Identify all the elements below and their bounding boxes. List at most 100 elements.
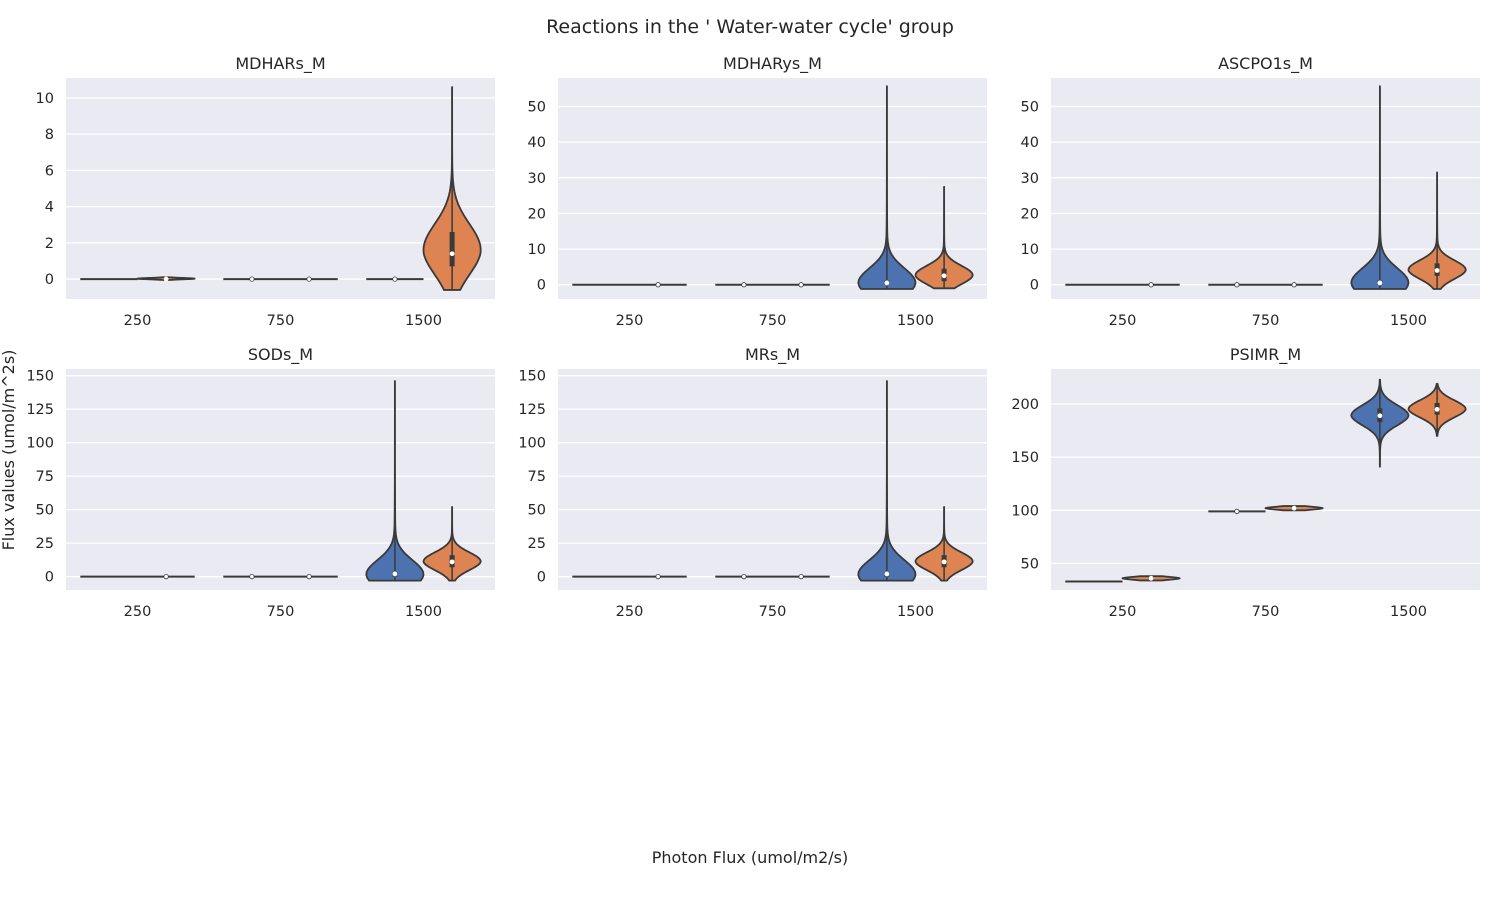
subplot-title: MDHARs_M xyxy=(235,54,325,74)
subplot-title: MRs_M xyxy=(745,345,800,365)
x-tick-label: 750 xyxy=(759,604,787,620)
y-tick-label: 6 xyxy=(45,163,54,179)
figure-title: Reactions in the ' Water-water cycle' gr… xyxy=(546,16,954,38)
plot-area xyxy=(66,369,495,590)
y-tick-label: 200 xyxy=(1011,397,1039,413)
median-point xyxy=(163,276,169,282)
median-point xyxy=(249,276,255,282)
x-tick-label: 250 xyxy=(124,313,152,329)
y-tick-label: 100 xyxy=(1011,503,1039,519)
plot-area xyxy=(558,369,987,590)
x-tick-label: 750 xyxy=(267,604,295,620)
plot-area xyxy=(558,78,987,299)
y-tick-label: 0 xyxy=(45,272,54,288)
x-tick-label: 250 xyxy=(1109,604,1137,620)
y-tick-label: 30 xyxy=(1021,171,1039,187)
median-point xyxy=(1377,280,1383,286)
x-tick-label: 1500 xyxy=(405,313,442,329)
y-tick-label: 75 xyxy=(36,469,54,485)
median-point xyxy=(1148,575,1154,581)
median-point xyxy=(392,276,398,282)
median-point xyxy=(1434,406,1440,412)
x-tick-label: 750 xyxy=(1252,604,1280,620)
median-point xyxy=(941,273,947,279)
x-tick-label: 1500 xyxy=(897,313,934,329)
median-point xyxy=(798,282,804,288)
y-tick-label: 125 xyxy=(518,402,546,418)
y-tick-label: 150 xyxy=(518,369,546,385)
y-tick-label: 40 xyxy=(528,135,546,151)
x-tick-label: 1500 xyxy=(1390,313,1427,329)
y-tick-label: 25 xyxy=(528,536,546,552)
y-tick-label: 8 xyxy=(45,127,54,143)
y-tick-label: 0 xyxy=(537,570,546,586)
x-tick-label: 250 xyxy=(124,604,152,620)
y-tick-label: 125 xyxy=(26,402,54,418)
median-point xyxy=(798,574,804,580)
median-point xyxy=(941,559,947,565)
y-tick-label: 0 xyxy=(1030,278,1039,294)
median-point xyxy=(392,571,398,577)
median-point xyxy=(1291,282,1297,288)
subplot: 0 10 20 30 40 50 250 750 1500 ASCPO1s_M xyxy=(1021,54,1480,329)
subplot: 0 2 4 6 8 10 250 750 1500 MDHARs_M xyxy=(36,54,495,329)
y-tick-label: 10 xyxy=(1021,242,1039,258)
median-point xyxy=(163,574,169,580)
subplot-title: PSIMR_M xyxy=(1230,345,1301,365)
plot-area xyxy=(66,78,495,299)
median-point xyxy=(655,282,661,288)
y-tick-label: 10 xyxy=(528,242,546,258)
median-point xyxy=(449,559,455,565)
plot-area xyxy=(1051,78,1480,299)
subplot: 50 100 150 200 250 750 1500 PSIMR_M xyxy=(1011,345,1480,620)
y-tick-label: 100 xyxy=(26,436,54,452)
median-point xyxy=(1234,282,1240,288)
subplot: 0 25 50 75 100 125 150 250 750 1500 MRs_M xyxy=(518,345,987,620)
y-tick-label: 40 xyxy=(1021,135,1039,151)
y-tick-label: 20 xyxy=(528,206,546,222)
x-tick-label: 1500 xyxy=(1390,604,1427,620)
median-point xyxy=(741,574,747,580)
median-point xyxy=(449,251,455,257)
x-tick-label: 1500 xyxy=(405,604,442,620)
x-tick-label: 750 xyxy=(1252,313,1280,329)
median-point xyxy=(741,282,747,288)
x-tick-label: 250 xyxy=(1109,313,1137,329)
x-tick-label: 750 xyxy=(759,313,787,329)
median-point xyxy=(306,574,312,580)
median-point xyxy=(1291,505,1297,511)
y-tick-label: 10 xyxy=(36,91,54,107)
x-axis-label: Photon Flux (umol/m2/s) xyxy=(652,848,849,867)
subplot: 0 10 20 30 40 50 250 750 1500 MDHARys_M xyxy=(528,54,987,329)
y-tick-label: 25 xyxy=(36,536,54,552)
subplot-title: SODs_M xyxy=(248,345,313,365)
median-point xyxy=(1148,282,1154,288)
y-tick-label: 50 xyxy=(1021,556,1039,572)
median-point xyxy=(884,571,890,577)
y-tick-label: 50 xyxy=(1021,100,1039,116)
median-point xyxy=(1377,413,1383,419)
x-tick-label: 750 xyxy=(267,313,295,329)
y-tick-label: 0 xyxy=(537,278,546,294)
median-point xyxy=(1434,268,1440,273)
median-point xyxy=(1234,508,1240,514)
y-tick-label: 150 xyxy=(1011,450,1039,466)
median-point xyxy=(655,574,661,580)
subplot-title: MDHARys_M xyxy=(723,54,822,74)
x-tick-label: 1500 xyxy=(897,604,934,620)
subplot-title: ASCPO1s_M xyxy=(1218,54,1313,74)
y-tick-label: 20 xyxy=(1021,206,1039,222)
y-tick-label: 100 xyxy=(518,436,546,452)
median-point xyxy=(249,574,255,580)
median-point xyxy=(306,276,312,282)
x-tick-label: 250 xyxy=(616,604,644,620)
y-tick-label: 150 xyxy=(26,369,54,385)
y-tick-label: 2 xyxy=(45,236,54,252)
plot-area xyxy=(1051,369,1480,590)
y-tick-label: 50 xyxy=(36,503,54,519)
median-point xyxy=(884,280,890,286)
subplot: 0 25 50 75 100 125 150 250 750 1500 SODs_M xyxy=(26,345,495,620)
y-tick-label: 50 xyxy=(528,100,546,116)
